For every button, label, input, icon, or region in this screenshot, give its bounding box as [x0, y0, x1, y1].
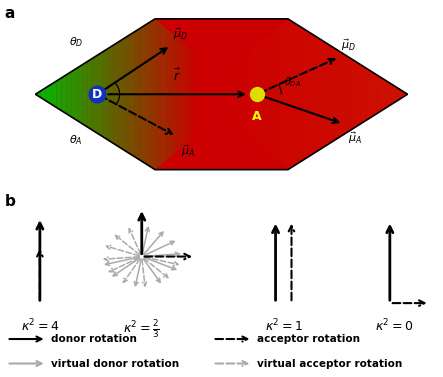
Polygon shape [371, 71, 376, 117]
Polygon shape [119, 38, 124, 150]
Polygon shape [272, 28, 277, 161]
Polygon shape [324, 42, 330, 147]
Polygon shape [98, 52, 103, 137]
Polygon shape [277, 23, 283, 165]
Text: b: b [4, 194, 16, 209]
Polygon shape [335, 48, 340, 140]
Polygon shape [376, 75, 381, 114]
Text: donor rotation: donor rotation [51, 334, 137, 344]
Polygon shape [124, 35, 129, 153]
Text: $\kappa^2 = \frac{2}{3}$: $\kappa^2 = \frac{2}{3}$ [124, 318, 160, 340]
Text: A: A [252, 110, 262, 123]
Polygon shape [366, 68, 371, 121]
Text: $\theta_A$: $\theta_A$ [69, 133, 82, 147]
Polygon shape [350, 58, 355, 130]
Text: $\vec{\mu}_A$: $\vec{\mu}_A$ [181, 143, 195, 159]
Text: $\theta_D$: $\theta_D$ [69, 35, 83, 49]
Polygon shape [103, 48, 109, 140]
Polygon shape [283, 19, 288, 170]
Text: virtual acceptor rotation: virtual acceptor rotation [257, 359, 402, 369]
Polygon shape [88, 58, 93, 130]
Polygon shape [35, 91, 41, 98]
Polygon shape [56, 78, 62, 111]
Polygon shape [355, 61, 361, 127]
Text: virtual donor rotation: virtual donor rotation [51, 359, 179, 369]
Text: $\vec{r}$: $\vec{r}$ [173, 67, 181, 84]
Polygon shape [166, 28, 171, 161]
Polygon shape [46, 84, 51, 104]
Polygon shape [236, 59, 241, 130]
Polygon shape [225, 68, 231, 121]
Polygon shape [51, 81, 56, 107]
Polygon shape [93, 55, 98, 133]
Polygon shape [113, 42, 119, 147]
Text: $\vec{\mu}_D$: $\vec{\mu}_D$ [341, 38, 356, 53]
Polygon shape [340, 52, 345, 137]
Text: $\kappa^2 = 1$: $\kappa^2 = 1$ [264, 318, 303, 335]
Polygon shape [402, 91, 408, 98]
Polygon shape [155, 19, 160, 170]
Polygon shape [267, 32, 272, 156]
Polygon shape [134, 29, 140, 160]
Text: D: D [92, 88, 103, 101]
Polygon shape [361, 65, 366, 124]
Polygon shape [181, 41, 187, 147]
Text: acceptor rotation: acceptor rotation [257, 334, 360, 344]
Polygon shape [160, 23, 166, 165]
Polygon shape [246, 50, 252, 139]
Polygon shape [262, 37, 267, 152]
Polygon shape [35, 19, 408, 170]
Polygon shape [82, 61, 88, 127]
Polygon shape [41, 88, 46, 101]
Polygon shape [252, 46, 256, 143]
Polygon shape [319, 38, 324, 150]
Polygon shape [231, 63, 236, 125]
Polygon shape [109, 45, 113, 144]
Polygon shape [171, 32, 176, 156]
Text: $\kappa^2 = 4$: $\kappa^2 = 4$ [21, 318, 59, 335]
Polygon shape [66, 71, 72, 117]
Polygon shape [288, 19, 293, 170]
Polygon shape [293, 22, 298, 166]
Polygon shape [381, 78, 387, 111]
Text: $\theta_{DA}$: $\theta_{DA}$ [284, 75, 301, 89]
Polygon shape [392, 84, 397, 104]
Polygon shape [298, 25, 303, 163]
Polygon shape [256, 41, 262, 147]
Polygon shape [62, 75, 66, 114]
Polygon shape [145, 22, 150, 166]
Polygon shape [345, 55, 350, 133]
Text: $\vec{\mu}_A$: $\vec{\mu}_A$ [348, 131, 362, 146]
Text: $\kappa^2 = 0$: $\kappa^2 = 0$ [375, 318, 413, 335]
Polygon shape [314, 35, 319, 153]
Polygon shape [176, 37, 181, 152]
Polygon shape [72, 68, 77, 121]
Polygon shape [330, 45, 335, 144]
Polygon shape [309, 32, 314, 156]
Polygon shape [129, 32, 134, 156]
Polygon shape [397, 88, 402, 101]
Text: a: a [4, 6, 15, 21]
Polygon shape [140, 25, 145, 163]
Polygon shape [303, 29, 309, 160]
Polygon shape [241, 54, 246, 134]
Polygon shape [77, 65, 82, 124]
Text: $\vec{\mu}_D$: $\vec{\mu}_D$ [173, 26, 188, 42]
Polygon shape [150, 19, 155, 170]
Polygon shape [187, 46, 191, 143]
Polygon shape [387, 81, 392, 107]
